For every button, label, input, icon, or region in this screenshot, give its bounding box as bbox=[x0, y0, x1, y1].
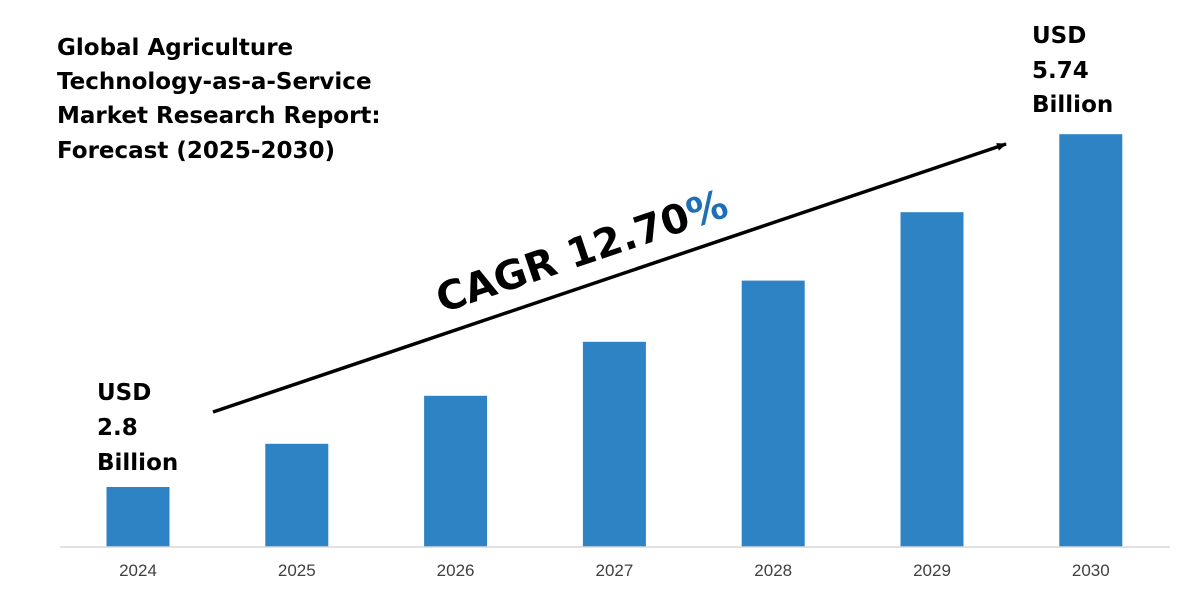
chart-title-line-1: Global Agriculture bbox=[57, 35, 293, 61]
bar-2029 bbox=[900, 212, 964, 547]
bar-2026 bbox=[424, 395, 488, 547]
end-callout-line-2: 5.74 bbox=[1032, 58, 1089, 84]
end-callout-line-1: USD bbox=[1032, 23, 1086, 49]
x-tick-label-2025: 2025 bbox=[278, 561, 316, 580]
chart-title-line-2: Technology-as-a-Service bbox=[57, 69, 372, 95]
end-value-callout: USD 5.74 Billion bbox=[1032, 23, 1113, 118]
cagr-text: CAGR 12.70 bbox=[430, 194, 695, 322]
start-value-callout: USD 2.8 Billion bbox=[97, 380, 178, 476]
growth-trend-arrow bbox=[212, 142, 1007, 414]
bar-2024 bbox=[106, 487, 170, 547]
x-tick-label-2026: 2026 bbox=[437, 561, 475, 580]
bar-2030 bbox=[1059, 134, 1123, 547]
bar-2027 bbox=[582, 341, 646, 547]
x-tick-label-2029: 2029 bbox=[913, 561, 951, 580]
start-callout-line-3: Billion bbox=[97, 450, 178, 476]
chart-title-line-4: Forecast (2025-2030) bbox=[57, 138, 335, 164]
bar-2025 bbox=[265, 443, 329, 547]
end-callout-line-3: Billion bbox=[1032, 92, 1113, 118]
start-callout-line-1: USD bbox=[97, 380, 151, 406]
x-axis-tick-labels: 2024 2025 2026 2027 2028 2029 2030 bbox=[119, 561, 1110, 580]
chart-title-line-3: Market Research Report: bbox=[57, 103, 381, 129]
x-tick-label-2024: 2024 bbox=[119, 561, 157, 580]
x-tick-label-2028: 2028 bbox=[754, 561, 792, 580]
bar-group bbox=[106, 134, 1123, 547]
start-callout-line-2: 2.8 bbox=[97, 415, 138, 441]
bar-2028 bbox=[741, 280, 805, 547]
x-tick-label-2027: 2027 bbox=[595, 561, 633, 580]
chart-title: Global Agriculture Technology-as-a-Servi… bbox=[57, 35, 381, 164]
x-tick-label-2030: 2030 bbox=[1072, 561, 1110, 580]
